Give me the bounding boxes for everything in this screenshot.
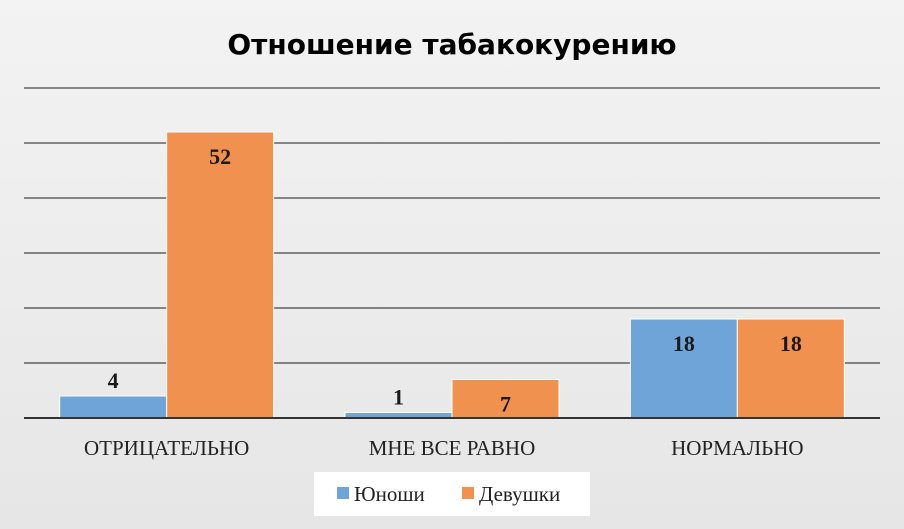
legend-label: Девушки xyxy=(479,482,560,506)
bar-series1 xyxy=(59,395,168,419)
legend-label: Юноши xyxy=(354,482,425,506)
data-label: 18 xyxy=(673,331,695,356)
bars xyxy=(59,131,845,419)
legend-swatch xyxy=(337,487,349,499)
x-axis: ОТРИЦАТЕЛЬНО МНЕ ВСЕ РАВНО НОРМАЛЬНО xyxy=(24,417,880,460)
bar-series1 xyxy=(629,318,738,419)
data-labels: 4 52 1 7 18 18 xyxy=(108,144,802,417)
bar-series2 xyxy=(166,131,275,419)
x-tick-label: НОРМАЛЬНО xyxy=(671,436,803,460)
data-label: 7 xyxy=(500,392,511,417)
x-tick-label: ОТРИЦАТЕЛЬНО xyxy=(84,436,249,460)
data-label: 18 xyxy=(780,331,802,356)
legend: Юноши Девушки xyxy=(314,472,590,516)
legend-swatch xyxy=(462,487,474,499)
legend-box xyxy=(314,472,590,516)
data-label: 52 xyxy=(209,144,231,169)
bar-series2 xyxy=(736,318,845,419)
x-tick-label: МНЕ ВСЕ РАВНО xyxy=(369,436,536,460)
data-label: 4 xyxy=(108,368,119,393)
data-label: 1 xyxy=(393,385,404,410)
chart-title: Отношение табакокурению xyxy=(227,28,676,61)
bar-series2 xyxy=(451,379,560,419)
